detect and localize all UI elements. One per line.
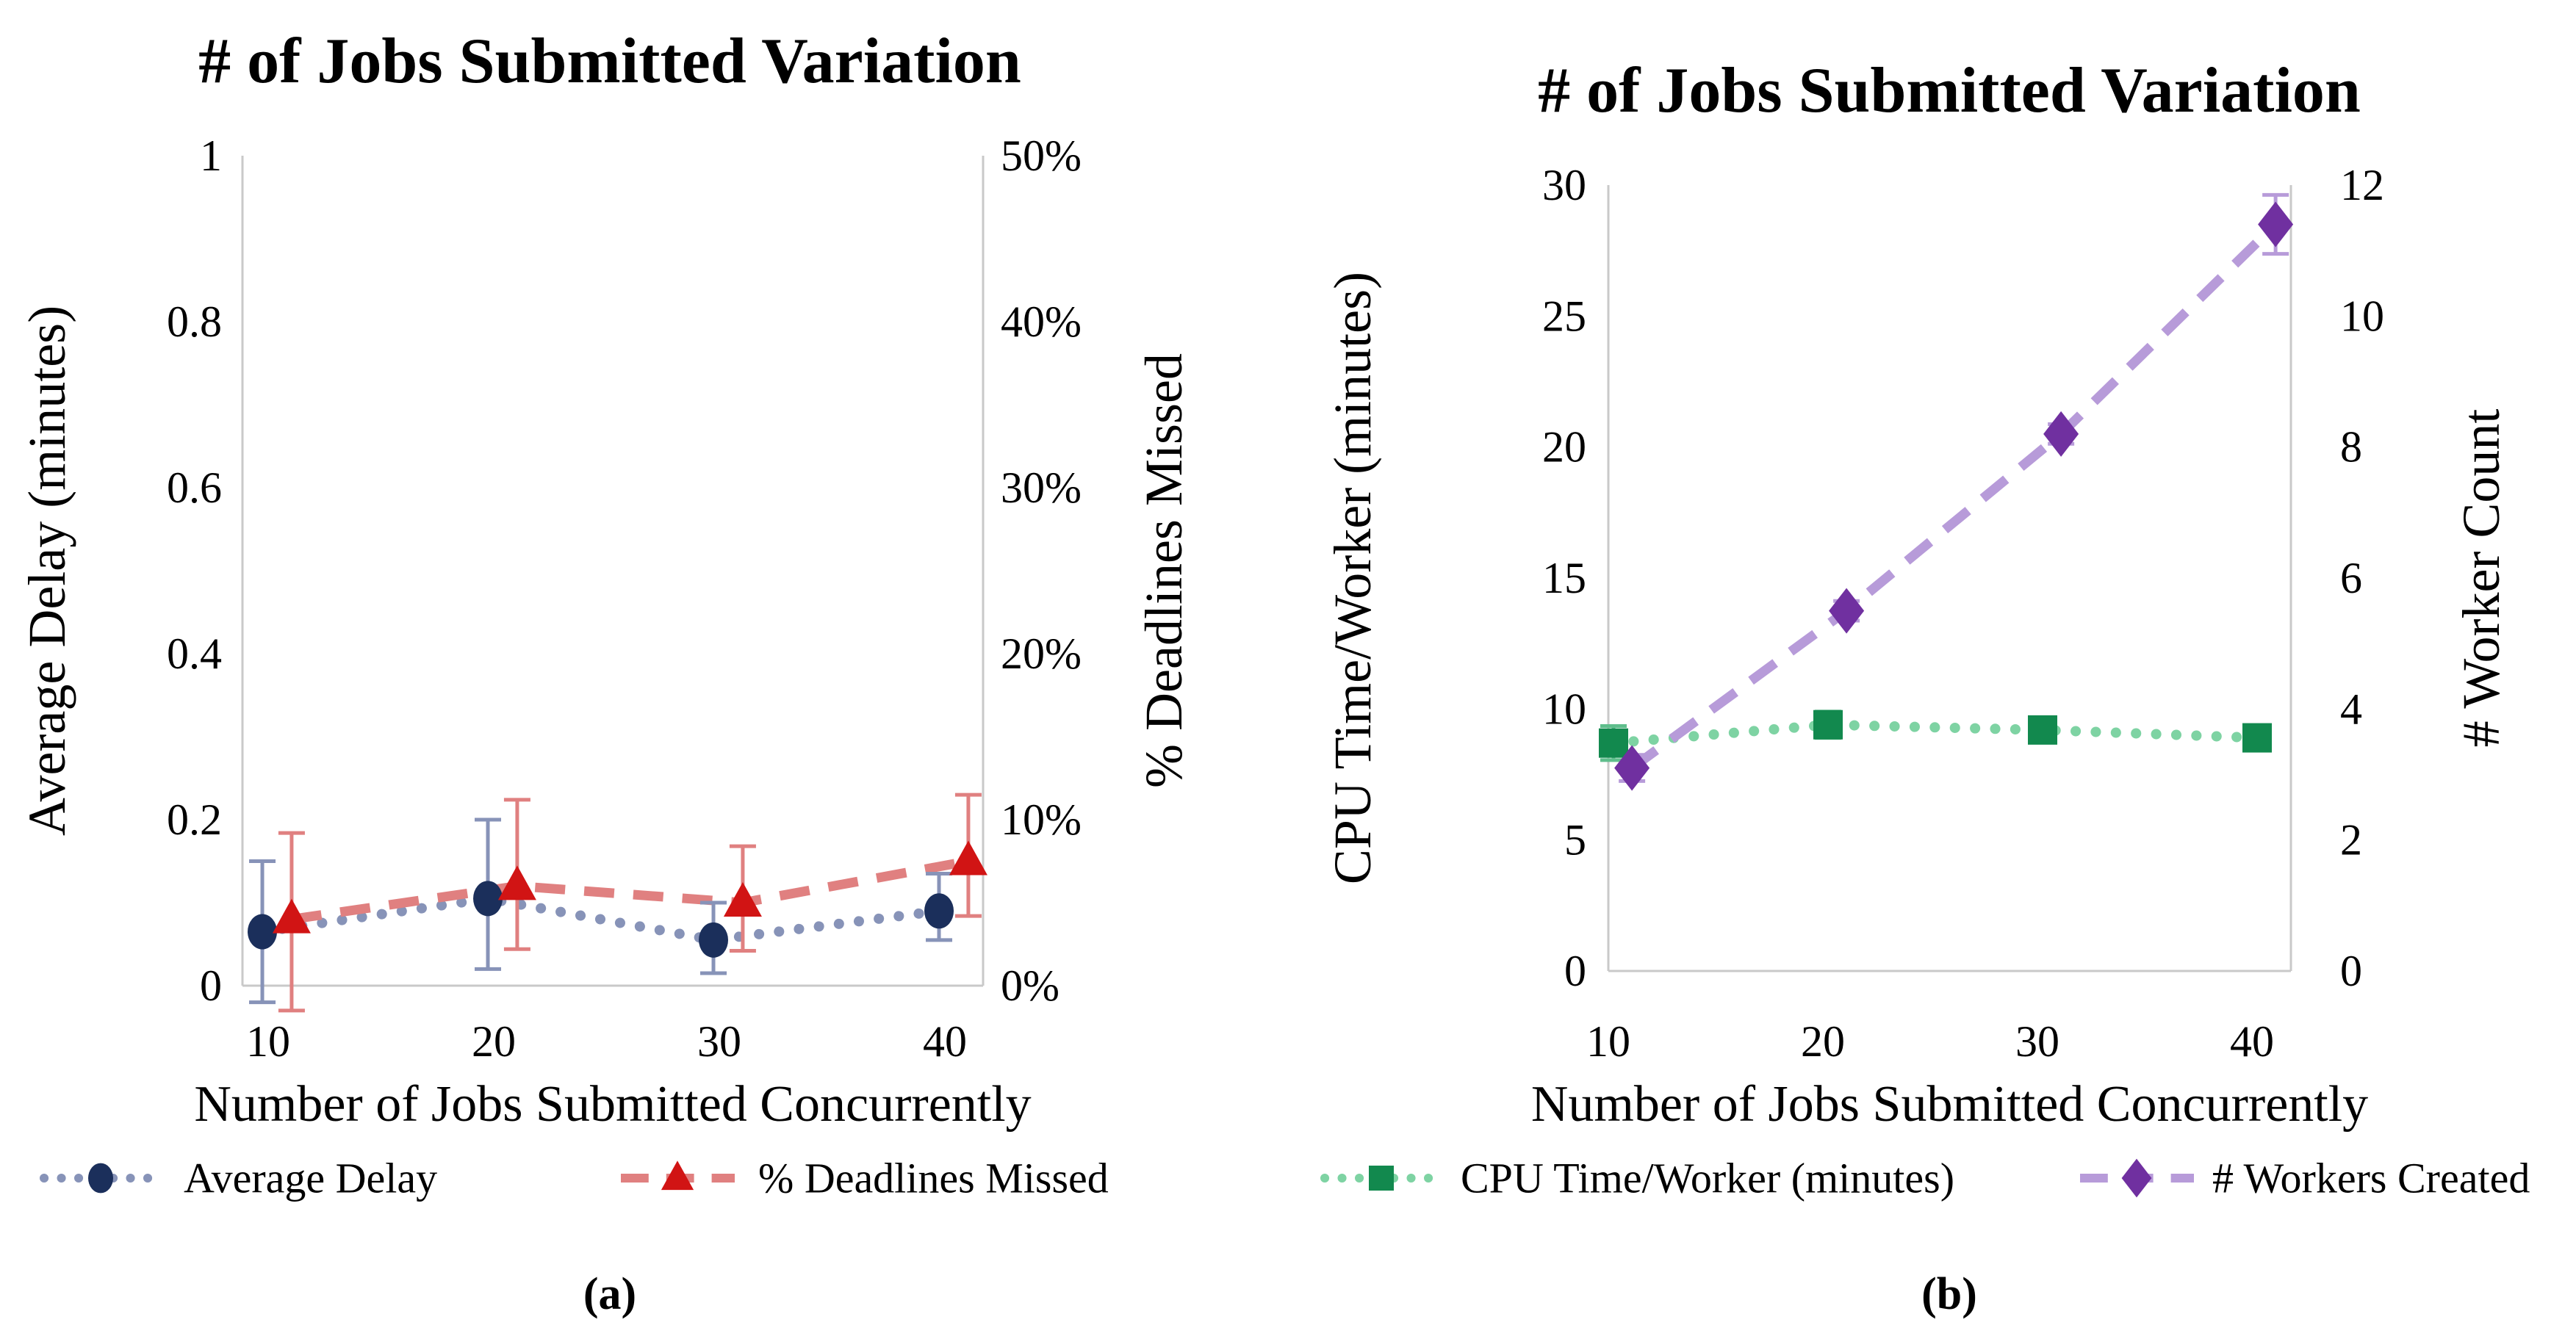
legend-item-0: CPU Time/Worker (minutes) — [1320, 1155, 1954, 1202]
y-axis-left-tick-label: 0.4 — [167, 629, 222, 678]
subfigure-caption: (b) — [1921, 1269, 1977, 1319]
series-line-1 — [290, 856, 970, 925]
data-point-marker-diamond — [1614, 745, 1650, 791]
data-point-marker-square — [2242, 723, 2273, 753]
y-axis-left-tick-label: 0.6 — [167, 463, 222, 512]
x-axis-tick-label: 20 — [472, 1017, 516, 1066]
data-point-marker-circle — [248, 914, 278, 950]
y-axis-left-tick-label: 1 — [200, 131, 222, 180]
legend-marker-square — [1369, 1166, 1394, 1191]
y-axis-right-tick-label: 12 — [2340, 161, 2384, 209]
data-point-marker-circle — [924, 893, 954, 929]
series-line-0 — [257, 893, 945, 945]
legend-item-1: % Deadlines Missed — [621, 1155, 1109, 1202]
y-axis-left-tick-label: 5 — [1564, 816, 1586, 864]
legend-marker-triangle — [661, 1160, 694, 1191]
data-point-marker-square — [2028, 715, 2058, 745]
data-point-marker-circle — [699, 922, 729, 958]
data-point-marker-triangle — [497, 865, 536, 900]
y-axis-right-title: # Worker Count — [2452, 409, 2511, 748]
y-axis-left-tick-label: 25 — [1542, 292, 1586, 340]
chart-title: # of Jobs Submitted Variation — [198, 26, 1021, 97]
series-line-1 — [1629, 220, 2279, 772]
y-axis-left-tick-label: 0 — [200, 961, 222, 1010]
x-axis-tick-label: 40 — [923, 1017, 967, 1066]
data-point-marker-diamond — [2043, 411, 2079, 457]
chart-b: # of Jobs Submitted Variation30252015105… — [1320, 55, 2530, 1319]
legend-label: # Workers Created — [2212, 1155, 2530, 1202]
series-line-0 — [1608, 719, 2263, 748]
y-axis-right-tick-label: 30% — [1001, 463, 1082, 512]
y-axis-left-tick-label: 0.2 — [167, 795, 222, 844]
x-axis-title: Number of Jobs Submitted Concurrently — [194, 1076, 1031, 1133]
legend-item-0: Average Delay — [40, 1155, 437, 1202]
y-axis-left-title: Average Delay (minutes) — [18, 306, 76, 836]
data-point-marker-triangle — [272, 898, 311, 934]
x-axis-tick-label: 10 — [246, 1017, 290, 1066]
legend-marker-circle — [88, 1163, 113, 1194]
y-axis-left-tick-label: 20 — [1542, 423, 1586, 472]
y-axis-right-tick-label: 6 — [2340, 554, 2362, 602]
chart-a: # of Jobs Submitted Variation 1 0.8 0.6 0.4 0… — [18, 26, 1193, 1319]
y-axis-right-tick-label: 40% — [1001, 297, 1082, 346]
data-point-marker-triangle — [949, 840, 987, 875]
x-axis-tick-label: 30 — [2015, 1017, 2059, 1066]
y-axis-right-tick-label: 20% — [1001, 629, 1082, 678]
data-point-marker-diamond — [1829, 588, 1865, 634]
data-point-marker-circle — [473, 881, 503, 917]
y-axis-left-tick-label: 0 — [1564, 947, 1586, 995]
chart-title: # of Jobs Submitted Variation — [1538, 55, 2361, 126]
legend-label: CPU Time/Worker (minutes) — [1461, 1155, 1954, 1202]
data-point-marker-diamond — [2258, 201, 2294, 248]
x-axis-tick-label: 20 — [1801, 1017, 1845, 1066]
x-axis-tick-label: 40 — [2230, 1017, 2274, 1066]
legend-item-1: # Workers Created — [2080, 1155, 2530, 1202]
y-axis-right-tick-label: 2 — [2340, 816, 2362, 864]
x-axis-title: Number of Jobs Submitted Concurrently — [1531, 1076, 2368, 1133]
y-axis-left-tick-label: 30 — [1542, 161, 1586, 209]
legend-label: % Deadlines Missed — [758, 1155, 1109, 1202]
y-axis-right-tick-label: 10 — [2340, 292, 2384, 340]
subfigure-caption: (a) — [583, 1269, 636, 1319]
y-axis-right-tick-label: 10% — [1001, 795, 1082, 844]
data-point-marker-triangle — [723, 882, 762, 917]
y-axis-right-title: % Deadlines Missed — [1134, 353, 1193, 788]
x-axis-tick-label: 10 — [1586, 1017, 1630, 1066]
x-axis-tick-label: 30 — [697, 1017, 741, 1066]
legend-label: Average Delay — [184, 1155, 437, 1202]
y-axis-right-tick-label: 50% — [1001, 131, 1082, 180]
y-axis-left-tick-label: 0.8 — [167, 297, 222, 346]
legend-marker-diamond — [2121, 1158, 2152, 1198]
y-axis-left-tick-label: 10 — [1542, 685, 1586, 733]
y-axis-right-tick-label: 0% — [1001, 961, 1059, 1010]
y-axis-right-tick-label: 8 — [2340, 423, 2362, 472]
y-axis-right-tick-label: 4 — [2340, 685, 2362, 733]
data-point-marker-square — [1599, 728, 1629, 758]
y-axis-right-tick-label: 0 — [2340, 947, 2362, 995]
y-axis-left-title: CPU Time/Worker (minutes) — [1323, 272, 1382, 884]
data-point-marker-square — [1813, 710, 1843, 740]
y-axis-left-tick-label: 15 — [1542, 554, 1586, 602]
